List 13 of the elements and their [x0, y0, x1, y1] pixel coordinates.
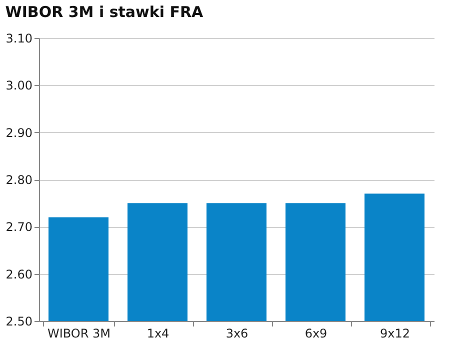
y-tick-label: 2.90 — [6, 126, 32, 140]
x-tick-label: 1x4 — [146, 326, 170, 340]
y-tick-label: 3.10 — [6, 32, 32, 46]
x-tick-label: 9x12 — [380, 326, 410, 340]
y-tick-label: 2.70 — [6, 220, 32, 234]
chart-title: WIBOR 3M i stawki FRA — [5, 3, 204, 21]
y-tick-label: 2.60 — [6, 267, 32, 282]
x-tick-label: 6x9 — [304, 326, 328, 340]
x-tick-label: WIBOR 3M — [47, 326, 111, 340]
y-tick-label: 2.80 — [6, 173, 32, 187]
x-tick-label: 3x6 — [226, 326, 248, 340]
y-tick-label: 2.50 — [6, 314, 32, 328]
y-tick-label: 3.00 — [6, 78, 32, 93]
